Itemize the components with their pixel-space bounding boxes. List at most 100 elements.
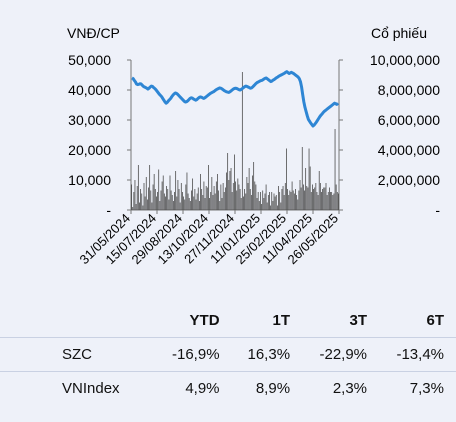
volume-bar — [241, 72, 243, 210]
volume-bar — [213, 186, 215, 210]
volume-bar — [230, 168, 232, 210]
volume-bar — [219, 201, 221, 210]
volume-bar — [156, 196, 157, 210]
volume-bar — [168, 199, 170, 210]
volume-bar — [338, 193, 339, 210]
volume-bar — [321, 192, 322, 210]
volume-bar — [335, 184, 337, 210]
volume-bar — [265, 184, 267, 210]
volume-bar — [132, 207, 134, 210]
volume-bar — [166, 186, 168, 210]
row-name-szc: SZC — [0, 337, 155, 372]
table-corner — [0, 306, 155, 338]
volume-bar — [151, 202, 153, 210]
volume-bar — [212, 195, 214, 210]
volume-bar — [291, 181, 293, 210]
volume-bar — [218, 190, 220, 210]
volume-bar — [157, 192, 158, 210]
volume-bar — [270, 205, 272, 210]
volume-bar — [310, 192, 312, 210]
volume-bar — [235, 181, 236, 210]
volume-bar — [249, 189, 251, 210]
volume-bar — [269, 192, 270, 210]
right-tick-label: - — [435, 202, 440, 218]
volume-bar — [236, 190, 238, 210]
volume-bar — [197, 187, 199, 210]
table-cell: 2,3% — [332, 380, 368, 397]
volume-bar — [215, 181, 217, 210]
volume-bar — [133, 192, 135, 210]
left-tick-label: - — [106, 202, 111, 218]
volume-bar — [228, 180, 230, 210]
volume-bar — [252, 175, 253, 210]
volume-bar — [280, 202, 282, 210]
volume-bar — [288, 195, 290, 210]
volume-bar — [279, 192, 281, 210]
volume-bar — [201, 189, 203, 210]
volume-bar — [184, 199, 186, 210]
volume-bar — [188, 198, 190, 210]
volume-bar — [281, 189, 283, 210]
volume-bar — [210, 192, 212, 210]
volume-bar — [286, 148, 287, 210]
left-tick-label: 30,000 — [68, 112, 111, 128]
volume-bar — [217, 174, 218, 210]
volume-bar — [282, 186, 284, 210]
table-row: SZC -16,9% 16,3% -22,9% -13,4% — [0, 337, 456, 372]
volume-bar — [223, 192, 225, 210]
volume-bar — [137, 165, 139, 210]
volume-bar — [300, 187, 302, 210]
volume-bar — [135, 204, 137, 210]
volume-bar — [275, 195, 277, 210]
table-header-row: YTD 1T 3T 6T — [0, 306, 456, 338]
volume-bar — [211, 177, 213, 210]
volume-bar — [226, 172, 227, 210]
volume-bar — [276, 205, 278, 210]
volume-bar — [328, 187, 330, 210]
volume-bar — [195, 199, 197, 210]
volume-bar — [179, 202, 181, 210]
volume-bar — [238, 184, 240, 210]
volume-bar — [240, 198, 242, 210]
volume-bar — [182, 192, 183, 210]
volume-bar — [196, 193, 198, 210]
volume-bar — [309, 166, 311, 210]
volume-bar — [174, 192, 175, 210]
volume-bar — [271, 192, 273, 210]
table-cell: -22,9% — [302, 337, 380, 372]
volume-bar — [165, 196, 166, 210]
table-cell: -13,4% — [379, 337, 456, 372]
volume-bar — [327, 192, 329, 210]
volume-bar — [308, 148, 310, 210]
volume-bar — [194, 189, 196, 210]
volume-bar — [245, 193, 247, 210]
volume-bar — [131, 184, 132, 210]
volume-bar — [160, 190, 162, 210]
volume-bar — [304, 190, 305, 210]
left-tick-label: 20,000 — [68, 142, 111, 158]
volume-bar — [222, 183, 224, 210]
volume-bar — [312, 184, 313, 210]
volume-bar — [145, 177, 147, 210]
volume-bar — [333, 193, 335, 210]
volume-bar — [290, 192, 292, 210]
volume-bar — [239, 189, 241, 210]
left-axis-title: VNĐ/CP — [67, 25, 120, 41]
volume-bar — [159, 201, 161, 210]
left-axis-ticks: - 10,000 20,000 30,000 40,000 50,000 — [68, 52, 131, 218]
right-axis-title: Cổ phiếu — [371, 25, 427, 41]
volume-bar — [263, 198, 265, 210]
table-cell: 4,9% — [185, 380, 220, 397]
volume-bar — [139, 202, 140, 210]
volume-bar — [176, 196, 178, 210]
volume-bar — [142, 205, 144, 210]
price-volume-chart: VNĐ/CP Cổ phiếu - 10,000 20,000 30,000 40,00… — [67, 25, 440, 267]
volume-bar — [324, 187, 326, 210]
volume-bar — [250, 195, 252, 210]
volume-bar — [234, 154, 235, 210]
volume-bar — [264, 193, 266, 210]
volume-bar — [214, 193, 216, 210]
volume-bar — [326, 195, 328, 210]
volume-bar — [246, 177, 248, 210]
volume-bar — [163, 193, 165, 210]
